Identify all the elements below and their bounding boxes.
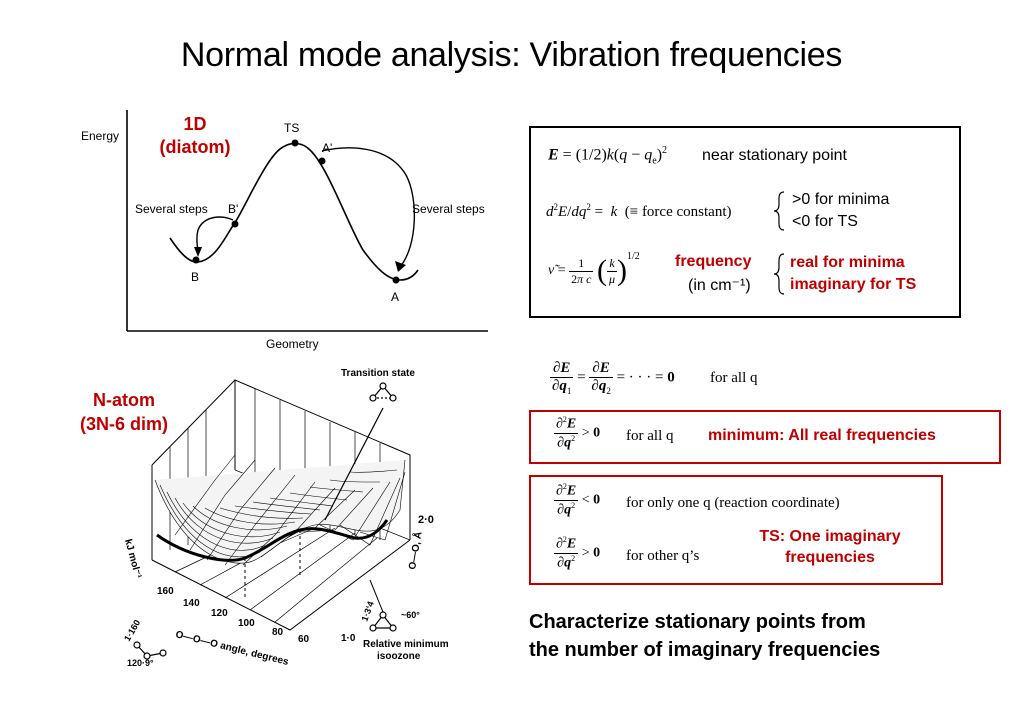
x-axis-label: Geometry (266, 337, 319, 351)
tick-80: 80 (272, 627, 284, 638)
force-constant-negative: <0 for TS (792, 213, 858, 230)
conclusion-line1: Characterize stationary points from (529, 611, 866, 633)
n-atom-label: N-atom (3N-6 dim) (58, 388, 190, 436)
imaginary-for-ts: imaginary for TS (790, 276, 917, 293)
y-axis-label: Energy (81, 129, 119, 143)
arrow-right-steps (321, 147, 416, 268)
force-constant-positive: >0 for minima (792, 191, 890, 208)
surface-mesh (154, 454, 406, 566)
potential-energy-surface: Transition state kJ mol⁻¹ 2·0 O—O, Å 160… (122, 368, 449, 668)
rel-bond-label: 1·3‘4 (359, 600, 375, 623)
point-b-prime (231, 220, 239, 228)
ts-positive-hessian-equation: ∂2E ∂q2 > 0 (554, 535, 601, 571)
bond-length-label: 1·160 (122, 618, 142, 643)
z-tick-label: 2·0 (418, 514, 434, 526)
point-b (192, 256, 200, 264)
ts-note-line2: frequencies (785, 549, 875, 566)
frequency-unit: (in cm⁻¹) (688, 277, 751, 294)
tick-100: 100 (238, 618, 255, 629)
diatom-label-line1: 1D (183, 114, 207, 134)
conclusion: Characterize stationary points from the … (529, 608, 880, 664)
brace-icon-2 (773, 253, 785, 295)
steps-right-label: Several steps (412, 202, 485, 216)
n-atom-label-line2: (3N-6 dim) (79, 414, 168, 434)
page-title: Normal mode analysis: Vibration frequenc… (180, 36, 843, 74)
ts-negative-condition-note: for only one q (reaction coordinate) (626, 495, 840, 511)
n-atom-label-line1: N-atom (93, 390, 155, 410)
minimum-hessian-equation: ∂2E ∂q2 > 0 (554, 415, 601, 451)
transition-state-box (529, 475, 943, 585)
diatom-label: 1D (diatom) (150, 113, 240, 159)
force-constant-equation: d2E/dq2 = k (≡ force constant) (546, 202, 732, 220)
oo-axis-label: O—O, Å (405, 531, 424, 571)
diatom-label-line2: (diatom) (159, 137, 231, 157)
tick-120: 120 (211, 608, 228, 619)
tick-1-0: 1·0 (341, 633, 356, 644)
a-prime-label: A' (322, 141, 332, 155)
steps-left-label: Several steps (135, 202, 208, 216)
point-ts (291, 139, 299, 147)
tick-140: 140 (183, 598, 200, 609)
rel-angle-label: ~60° (401, 610, 420, 620)
energy-equation-note: near stationary point (702, 147, 847, 164)
arrow-left-steps (196, 216, 234, 252)
relative-min-label-line1: Relative minimum (363, 639, 449, 650)
equation-box (529, 126, 961, 318)
gradient-equation: ∂E ∂q1 = ∂E ∂q2 = · · · = 0 (550, 360, 675, 396)
frequency-equation: ν̃ = 1 2π c (k μ)1/2 (548, 250, 640, 287)
conclusion-line2: the number of imaginary frequencies (529, 639, 881, 661)
back-wall (151, 379, 411, 540)
energy-profile-diagram: Energy Geometry TS A' B' B A Several ste… (81, 110, 488, 351)
bond-angle-label: 120·9° (127, 658, 154, 668)
relative-min-label-line2: isoozone (377, 651, 421, 662)
ts-molecule-icon (369, 382, 397, 402)
tick-60: 60 (298, 634, 310, 645)
ground-state-molecule-icon (133, 641, 167, 660)
ts-negative-hessian-equation: ∂2E ∂q2 < 0 (554, 482, 601, 518)
b-prime-label: B' (228, 202, 238, 216)
minimum-box (529, 410, 1001, 464)
tick-160: 160 (157, 586, 174, 597)
z-axis-label: kJ mol⁻¹ (122, 538, 143, 580)
relative-min-molecule-icon (369, 611, 397, 632)
point-a (392, 276, 400, 284)
real-for-minima: real for minima (790, 254, 905, 271)
frequency-label: frequency (675, 253, 752, 270)
minimum-condition-note: for all q (626, 428, 674, 444)
ts-label: TS (284, 121, 299, 135)
floor (151, 539, 411, 631)
point-a-prime (318, 157, 326, 165)
b-label: B (191, 270, 199, 284)
ts-positive-condition-note: for other q’s (626, 548, 700, 564)
minimum-note: minimum: All real frequencies (708, 427, 936, 444)
brace-icon (773, 191, 785, 231)
a-label: A (391, 290, 399, 304)
ts-note-line1: TS: One imaginary (759, 528, 901, 545)
gradient-condition-note: for all q (710, 370, 758, 386)
transition-state-label: Transition state (341, 368, 415, 379)
ts-note: TS: One imaginary frequencies (740, 526, 920, 568)
ts-pointer-line (324, 407, 384, 521)
energy-equation: E = (1/2)k(q − qe)2 (548, 145, 668, 167)
